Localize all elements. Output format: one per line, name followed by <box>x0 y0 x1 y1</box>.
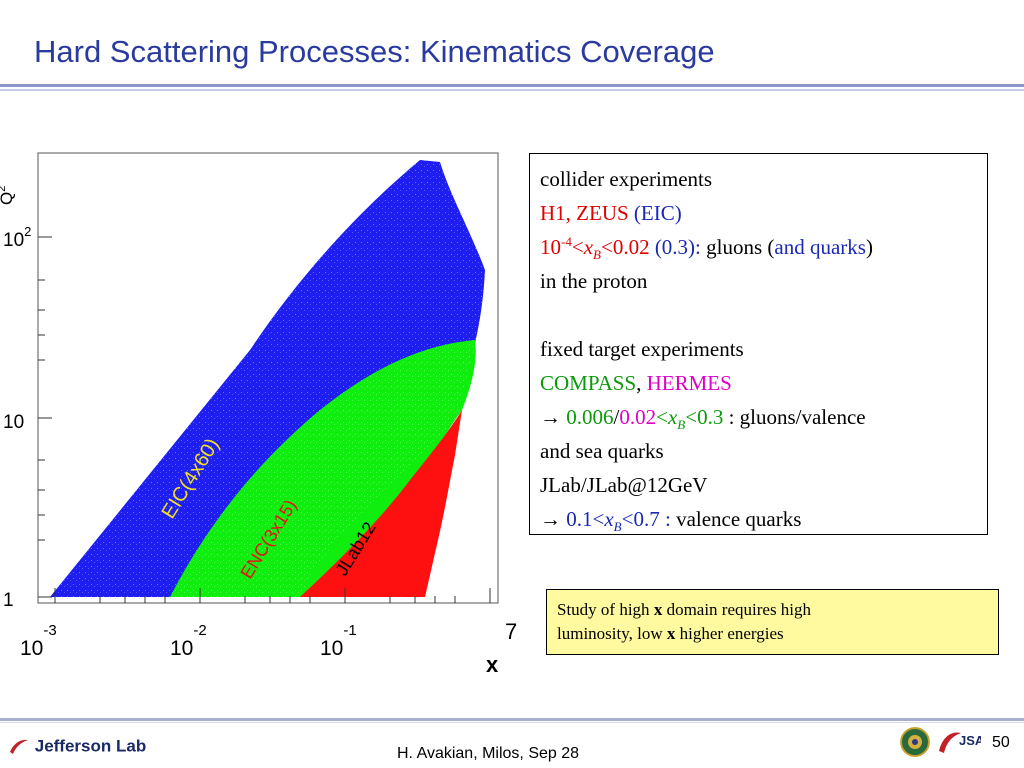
x-tick-label: 10-2 <box>170 622 207 660</box>
spacer <box>540 298 977 332</box>
page-number: 50 <box>992 734 1010 751</box>
arrow-icon: → <box>540 507 561 531</box>
note-line-1: Study of high x domain requires high <box>557 600 812 619</box>
y-tick-label: 102 <box>3 224 31 251</box>
fixed-target-heading: fixed target experiments <box>540 337 744 361</box>
y-tick-label: 1 <box>3 590 14 611</box>
fixed-target-range: → 0.006/0.02<xB<0.3 : gluons/valence <box>540 405 866 433</box>
jlab-swoosh-icon <box>10 739 28 754</box>
footer-divider-secondary <box>0 722 1024 723</box>
arrow-icon: → <box>540 405 561 429</box>
jefferson-lab-logo: Jefferson Lab <box>8 736 146 758</box>
experiments-infobox: collider experiments H1, ZEUS (EIC) 10-4… <box>529 153 988 535</box>
jlab-range: → 0.1<xB<0.7 : valence quarks <box>540 507 802 535</box>
x-axis-label: x <box>486 652 499 677</box>
plot-frame <box>37 152 499 604</box>
footer-citation: H. Avakian, Milos, Sep 28 <box>397 745 580 762</box>
h1-zeus-label: H1, ZEUS <box>540 201 629 225</box>
region-jlab12 <box>300 410 462 597</box>
collider-proton: in the proton <box>540 269 648 293</box>
hermes-label: HERMES <box>646 371 732 395</box>
note-box: Study of high x domain requires high lum… <box>546 589 999 655</box>
fixed-target-quarks: and sea quarks <box>540 439 664 463</box>
x-axis <box>54 588 491 603</box>
doe-seal-icon <box>900 727 930 757</box>
collider-names: H1, ZEUS (EIC) <box>540 196 977 230</box>
jefferson-lab-text: Jefferson Lab <box>34 736 147 756</box>
y-axis-label: Q2 <box>0 186 16 205</box>
svg-text:JSA: JSA <box>959 733 981 748</box>
compass-label: COMPASS <box>540 371 637 395</box>
x-tick-label: 10-1 <box>320 622 357 660</box>
fixed-target-names: COMPASS, HERMES <box>540 371 732 395</box>
jsa-logo-icon: JSA <box>939 732 981 753</box>
x-tick-label: 7 <box>505 619 517 644</box>
footer-divider <box>0 718 1024 721</box>
x-tick-label: 10-3 <box>20 622 57 660</box>
slide-title: Hard Scattering Processes: Kinematics Co… <box>34 34 715 69</box>
y-axis <box>38 236 52 598</box>
jlab-heading: JLab/JLab@12GeV <box>540 473 708 497</box>
title-divider-secondary <box>0 89 1024 91</box>
eic-label: (EIC) <box>633 201 682 225</box>
collider-heading: collider experiments <box>540 167 713 191</box>
region-eic-texture <box>50 160 485 597</box>
y-tick-label: 10 <box>3 412 24 433</box>
note-line-2: luminosity, low x higher energies <box>557 624 784 643</box>
title-divider <box>0 84 1024 87</box>
collider-range: 10-4<xB<0.02 (0.3): gluons (and quarks) <box>540 234 873 263</box>
